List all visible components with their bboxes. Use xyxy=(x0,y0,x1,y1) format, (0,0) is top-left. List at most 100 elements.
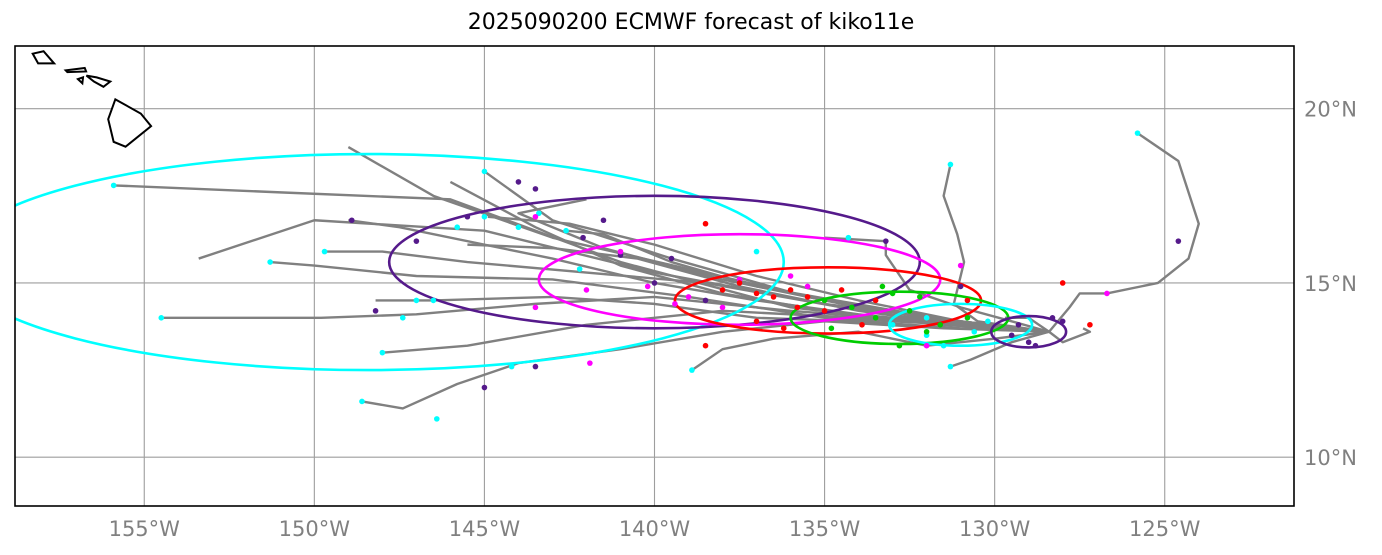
forecast-position-dot xyxy=(821,308,828,314)
forecast-position-dot xyxy=(957,283,964,290)
lon-tick-label: 145°W xyxy=(449,517,521,541)
forecast-position-dot xyxy=(879,283,886,290)
ensemble-track xyxy=(467,243,1050,333)
forecast-position-dot xyxy=(889,321,896,328)
forecast-position-dot xyxy=(780,325,787,332)
forecast-position-dot xyxy=(947,161,954,168)
lat-tick-label: 10°N xyxy=(1304,446,1357,470)
map-title: 2025090200 ECMWF forecast of kiko11e xyxy=(467,10,915,35)
forecast-position-dot xyxy=(1008,332,1015,339)
forecast-position-dot xyxy=(985,318,991,325)
uncertainty-ellipse xyxy=(387,194,922,330)
forecast-position-dot xyxy=(481,384,488,391)
forecast-position-dot xyxy=(532,363,539,370)
forecast-position-dot xyxy=(158,315,165,321)
forecast-position-dot xyxy=(532,186,539,192)
forecast-position-dot xyxy=(348,217,355,224)
island-outline xyxy=(107,97,153,148)
forecast-position-dot xyxy=(481,213,488,220)
forecast-position-dot xyxy=(702,297,709,304)
forecast-position-dot xyxy=(872,297,879,304)
forecast-position-dot xyxy=(838,287,845,293)
ensemble-track xyxy=(1048,132,1200,333)
forecast-position-dot xyxy=(1134,130,1141,136)
longitude-ticks: 155°W 150°W 145°W 140°W 135°W 130°W 125°W xyxy=(109,517,1201,541)
forecast-position-dot xyxy=(719,287,726,293)
uncertainty-ellipse xyxy=(15,152,785,372)
forecast-position-dot xyxy=(464,213,471,220)
forecast-position-dot xyxy=(1087,321,1093,328)
forecast-position-dot xyxy=(971,328,978,335)
forecast-position-dot xyxy=(689,367,695,373)
forecast-position-dot xyxy=(672,301,678,307)
ensemble-track xyxy=(375,295,1050,333)
ensemble-track xyxy=(942,164,1050,333)
latitude-ticks: 10°N 15°N 20°N xyxy=(1304,98,1357,470)
forecast-position-dot xyxy=(753,290,760,297)
forecast-position-dot xyxy=(413,297,420,304)
forecast-position-dot xyxy=(804,283,811,290)
forecast-position-dot xyxy=(433,416,440,422)
forecast-position-dot xyxy=(702,220,709,227)
forecast-position-dot xyxy=(957,262,964,269)
uncertainty-ellipses xyxy=(15,152,1068,372)
forecast-position-dot xyxy=(719,304,726,311)
forecast-position-dot xyxy=(685,294,692,300)
forecast-position-dot xyxy=(872,315,879,321)
forecast-position-dot xyxy=(787,287,794,293)
forecast-position-dot xyxy=(821,297,828,304)
forecast-position-dot xyxy=(1032,342,1039,349)
forecast-position-dot xyxy=(923,328,930,335)
forecast-position-dot xyxy=(267,259,273,265)
forecast-position-dot xyxy=(532,304,539,311)
island-outline xyxy=(76,75,85,86)
uncertainty-ellipse xyxy=(887,302,1034,347)
forecast-position-dot xyxy=(399,315,406,321)
forecast-position-dot xyxy=(563,227,569,234)
forecast-position-dot xyxy=(794,304,801,311)
lon-tick-label: 130°W xyxy=(959,517,1031,541)
ensemble-track xyxy=(487,215,1050,333)
forecast-position-dot xyxy=(787,273,794,279)
forecast-position-dot xyxy=(1015,321,1022,328)
forecast-position-dot xyxy=(321,248,328,255)
forecast-position-dot xyxy=(947,363,954,370)
forecast-position-dot xyxy=(1025,339,1032,346)
island-outline xyxy=(63,66,88,74)
forecast-position-dot xyxy=(651,280,658,286)
forecast-position-dot xyxy=(937,321,944,328)
island-outline xyxy=(31,50,57,65)
hawaii-coastline xyxy=(31,50,153,148)
uncertainty-ellipse xyxy=(989,314,1068,349)
forecast-position-dot xyxy=(753,248,760,255)
forecast-position-dot xyxy=(110,182,117,189)
forecast-position-dot xyxy=(896,342,903,349)
forecast-position-dot xyxy=(668,255,675,262)
forecast-position-dot xyxy=(859,321,865,328)
forecast-position-dot xyxy=(372,308,379,314)
forecast-position-dot xyxy=(889,290,896,297)
forecast-position-dot xyxy=(770,294,777,300)
forecast-position-dot xyxy=(940,342,947,349)
forecast-position-dot xyxy=(587,360,593,366)
lon-tick-label: 125°W xyxy=(1129,517,1201,541)
forecast-position-dot xyxy=(379,349,386,356)
forecast-position-dot xyxy=(508,363,515,370)
forecast-position-dot xyxy=(359,398,365,405)
forecast-position-dot xyxy=(1059,280,1066,286)
forecast-position-dot xyxy=(917,294,923,300)
forecast-position-dot xyxy=(848,304,855,311)
forecast-position-dot xyxy=(702,342,709,349)
forecast-position-dot xyxy=(454,224,461,231)
lon-tick-label: 135°W xyxy=(789,517,861,541)
forecast-position-dot xyxy=(580,234,586,241)
island-outline xyxy=(85,74,113,88)
forecast-positions xyxy=(110,130,1182,422)
forecast-position-dot xyxy=(1059,318,1066,325)
map-frame xyxy=(14,45,1295,507)
forecast-position-dot xyxy=(964,297,971,304)
forecast-position-dot xyxy=(828,325,835,332)
forecast-position-dot xyxy=(515,179,522,185)
forecast-position-dot xyxy=(923,315,930,321)
